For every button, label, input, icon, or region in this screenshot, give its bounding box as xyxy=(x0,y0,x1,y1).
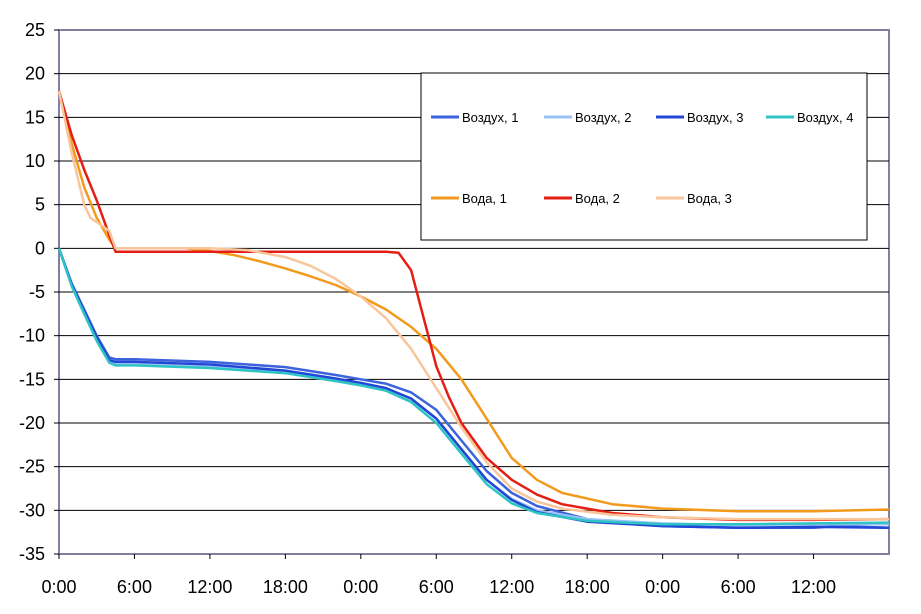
y-tick-label: 0 xyxy=(35,238,45,258)
y-tick-label: -25 xyxy=(19,457,45,477)
y-tick-label: -30 xyxy=(19,500,45,520)
series-line-7 xyxy=(57,90,889,521)
legend-label: Воздух, 1 xyxy=(462,110,518,125)
y-tick-label: 5 xyxy=(35,195,45,215)
legend-label: Воздух, 2 xyxy=(575,110,631,125)
legend-label: Вода, 2 xyxy=(575,191,620,206)
x-tick-label: 12:00 xyxy=(187,577,232,597)
x-tick-label: 6:00 xyxy=(721,577,756,597)
y-tick-label: 15 xyxy=(25,107,45,127)
x-tick-label: 18:00 xyxy=(565,577,610,597)
legend: Воздух, 1 Воздух, 2 Воздух, 3 Воздух, 4 Вода… xyxy=(420,72,868,241)
y-tick-label: 20 xyxy=(25,64,45,84)
x-tick-label: 0:00 xyxy=(343,577,378,597)
x-tick-label: 12:00 xyxy=(791,577,836,597)
y-axis: 25 20 15 10 5 0 -5 -10 -15 -20 -25 -30 -35 xyxy=(19,20,59,564)
legend-label: Воздух, 3 xyxy=(687,110,743,125)
y-tick-label: -35 xyxy=(19,544,45,564)
y-tick-label: 10 xyxy=(25,151,45,171)
y-tick-label: -20 xyxy=(19,413,45,433)
y-tick-label: -5 xyxy=(29,282,45,302)
y-tick-label: -15 xyxy=(19,369,45,389)
x-axis: 0:00 6:00 12:00 18:00 0:00 6:00 12:00 18:00 0:00… xyxy=(41,554,836,597)
x-tick-label: 0:00 xyxy=(41,577,76,597)
x-tick-label: 6:00 xyxy=(419,577,454,597)
x-tick-label: 18:00 xyxy=(263,577,308,597)
x-tick-label: 0:00 xyxy=(645,577,680,597)
legend-box xyxy=(420,72,868,241)
series-lines xyxy=(57,90,890,530)
legend-label: Вода, 1 xyxy=(462,191,507,206)
x-tick-label: 12:00 xyxy=(489,577,534,597)
series-line-4 xyxy=(57,247,890,526)
legend-label: Воздух, 4 xyxy=(797,110,853,125)
legend-label: Вода, 3 xyxy=(687,191,732,206)
y-tick-label: -10 xyxy=(19,326,45,346)
series-line-6 xyxy=(57,90,890,522)
y-tick-label: 25 xyxy=(25,20,45,40)
x-tick-label: 6:00 xyxy=(117,577,152,597)
